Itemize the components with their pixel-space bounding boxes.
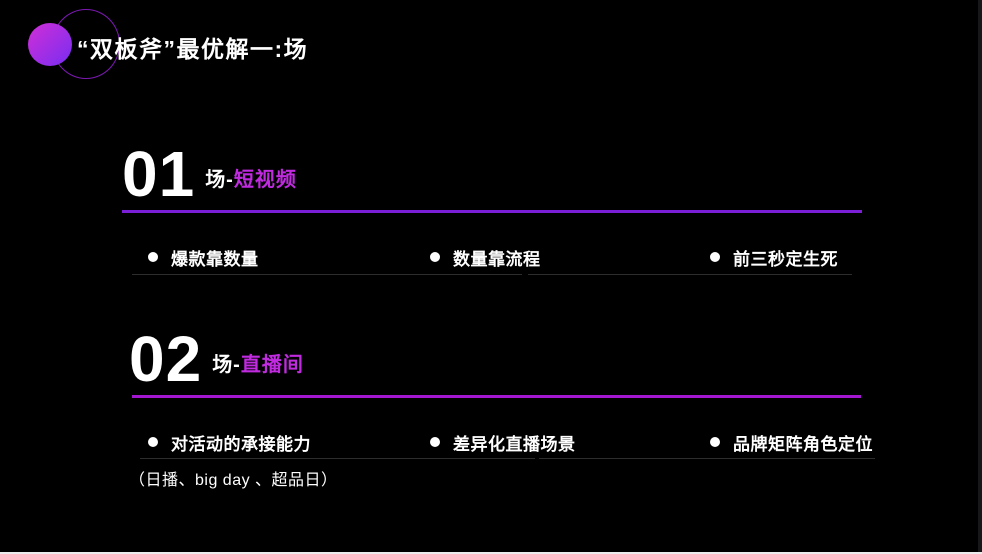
section-1-label-accent: 短视频 xyxy=(233,168,297,191)
section-1-bullet-row: 爆款靠数量 数量靠流程 前三秒定生死 xyxy=(122,246,882,269)
section-2-label: 场-直播间 xyxy=(212,348,304,377)
section-1-divider xyxy=(122,210,862,213)
cell-underline xyxy=(528,274,852,275)
bullet-dot-icon xyxy=(148,252,158,262)
section-2-note: （日播、big day 、超品日） xyxy=(129,472,338,489)
list-item: 数量靠流程 xyxy=(430,246,541,269)
bullet-dot-icon xyxy=(148,437,158,447)
bullet-text: 对活动的承接能力 xyxy=(171,434,311,454)
bullet-dot-icon xyxy=(710,252,720,262)
list-item: 对活动的承接能力 xyxy=(148,431,311,454)
bullet-dot-icon xyxy=(430,437,440,447)
bullet-dot-icon xyxy=(710,437,720,447)
cell-underline xyxy=(539,458,875,459)
section-1-number: 01 xyxy=(122,138,196,210)
gradient-dot-icon xyxy=(28,23,72,66)
bullet-dot-icon xyxy=(430,252,440,262)
section-2-number: 02 xyxy=(129,323,203,395)
list-item: 前三秒定生死 xyxy=(710,246,838,269)
bullet-text: 品牌矩阵角色定位 xyxy=(733,434,873,454)
section-2-divider xyxy=(132,395,861,398)
screen-bottom-edge xyxy=(0,552,982,554)
section-2-bullet-row: 对活动的承接能力 差异化直播场景 品牌矩阵角色定位 xyxy=(122,431,882,454)
section-2-heading: 02 场-直播间 xyxy=(129,327,304,391)
screen-right-edge xyxy=(978,0,982,554)
bullet-text: 数量靠流程 xyxy=(453,249,541,269)
section-1-heading: 01 场-短视频 xyxy=(122,142,297,206)
section-1-label: 场-短视频 xyxy=(205,163,297,192)
cell-underline xyxy=(132,274,522,275)
bullet-text: 差异化直播场景 xyxy=(453,434,576,454)
list-item: 爆款靠数量 xyxy=(148,246,259,269)
list-item: 差异化直播场景 xyxy=(430,431,576,454)
cell-underline xyxy=(140,458,535,459)
list-item: 品牌矩阵角色定位 xyxy=(710,431,873,454)
bullet-text: 前三秒定生死 xyxy=(733,249,838,269)
bullet-text: 爆款靠数量 xyxy=(171,249,259,269)
slide-title: “双板斧”最优解一:场 xyxy=(77,36,309,62)
section-1-label-prefix: 场- xyxy=(205,168,234,191)
section-2-label-prefix: 场- xyxy=(212,353,241,376)
section-2-label-accent: 直播间 xyxy=(240,353,304,376)
